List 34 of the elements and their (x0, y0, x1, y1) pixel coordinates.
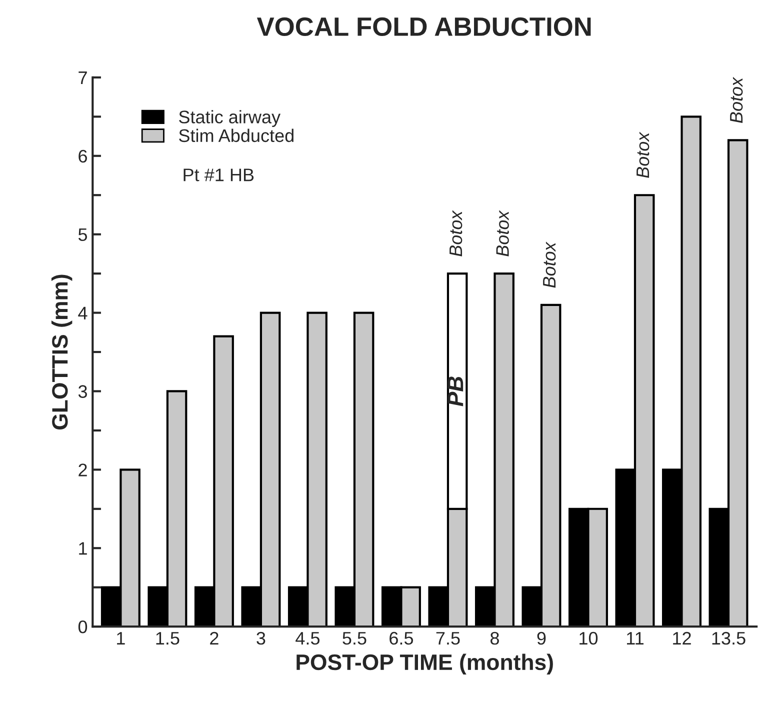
x-tick-label: 9 (537, 632, 546, 645)
x-tick-label: 12 (673, 632, 691, 645)
y-tick-label: 7 (78, 72, 87, 84)
x-tick-label: 7.5 (436, 632, 460, 645)
x-tick-label: 4.5 (296, 632, 320, 645)
series-label: PB (448, 376, 464, 406)
y-axis-title: GLOTTIS (mm) (51, 274, 72, 430)
x-tick-label: 10 (580, 632, 598, 645)
x-tick-label: 2 (210, 632, 218, 645)
y-tick-label: 1 (79, 542, 87, 555)
annotation: Botox (636, 132, 650, 178)
annotation: Botox (730, 76, 743, 123)
annotation: Botox (496, 210, 509, 256)
x-tick-label: 3 (256, 632, 266, 645)
y-tick-label: 6 (78, 150, 87, 163)
y-tick-label: 0 (78, 620, 88, 634)
legend-label: Static airway (179, 110, 281, 127)
y-tick-label: 4 (78, 306, 88, 320)
x-tick-label: 13.5 (712, 632, 746, 645)
annotation: Pt #1 HB (184, 168, 254, 182)
legend-label: Stim Abducted (179, 128, 294, 142)
chart-title: VOCAL FOLD ABDUCTION (256, 17, 591, 36)
x-tick-label: 1 (117, 632, 125, 645)
x-tick-label: 11 (627, 632, 644, 645)
y-tick-label: 3 (78, 385, 87, 398)
x-axis-title: POST-OP TIME (months) (296, 654, 553, 675)
y-tick-label: 2 (78, 464, 87, 476)
y-tick-label: 5 (78, 228, 88, 242)
annotation: Botox (543, 242, 556, 288)
x-tick-label: 8 (490, 632, 499, 645)
x-tick-label: 6.5 (390, 632, 414, 645)
x-tick-label: 1.5 (156, 632, 180, 645)
x-tick-label: 5.5 (342, 632, 366, 645)
annotation: Botox (450, 210, 462, 256)
